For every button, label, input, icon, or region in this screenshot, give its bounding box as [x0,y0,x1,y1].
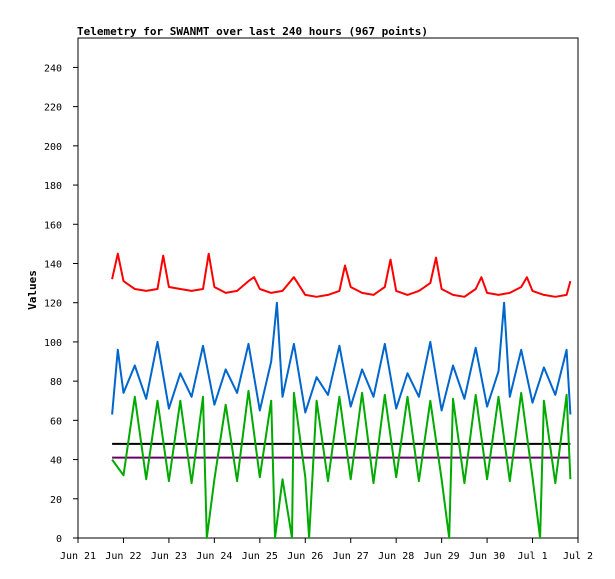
y-tick-label: 240 [44,63,62,74]
y-tick-label: 40 [50,456,62,467]
x-tick-label: Jun 26 [287,551,323,562]
plot-frame [77,37,579,539]
x-tick-label: Jun 22 [105,551,141,562]
x-tick-label: Jun 28 [378,551,414,562]
x-tick-label: Jun 21 [60,551,96,562]
series-line-4 [111,389,572,539]
series-layer [111,252,572,539]
y-tick-label: 100 [44,338,62,349]
y-tick-label: 140 [44,259,62,270]
y-axis-label: Values [26,270,39,310]
y-tick-label: 0 [56,534,62,545]
y-tick-label: 60 [50,416,62,427]
y-tick-label: 80 [50,377,62,388]
y-tick-label: 200 [44,142,62,153]
series-line-0 [111,252,572,298]
y-tick-label: 20 [50,495,62,506]
series-line-1 [111,301,572,415]
x-tick-label: Jun 30 [469,551,505,562]
x-tick-label: Jun 27 [333,551,369,562]
y-tick-label: 120 [44,299,62,310]
x-tick-label: Jun 23 [151,551,187,562]
y-tick-label: 220 [44,103,62,114]
x-tick-label: Jul 2 [563,551,593,562]
x-axis-ticks: Jun 21 Jun 22 Jun 23 Jun 24 Jun 25 Jun 26 Jun … [60,538,593,562]
y-tick-label: 160 [44,220,62,231]
y-axis-ticks: 0 20 40 60 80 100 120 140 160 180 200 220 240 [44,63,78,545]
x-tick-label: Jul 1 [517,551,547,562]
chart-title: Telemetry for SWANMT over last 240 hours… [77,25,428,38]
x-tick-label: Jun 24 [196,551,232,562]
y-tick-label: 180 [44,181,62,192]
x-tick-label: Jun 29 [424,551,460,562]
x-tick-label: Jun 25 [242,551,278,562]
